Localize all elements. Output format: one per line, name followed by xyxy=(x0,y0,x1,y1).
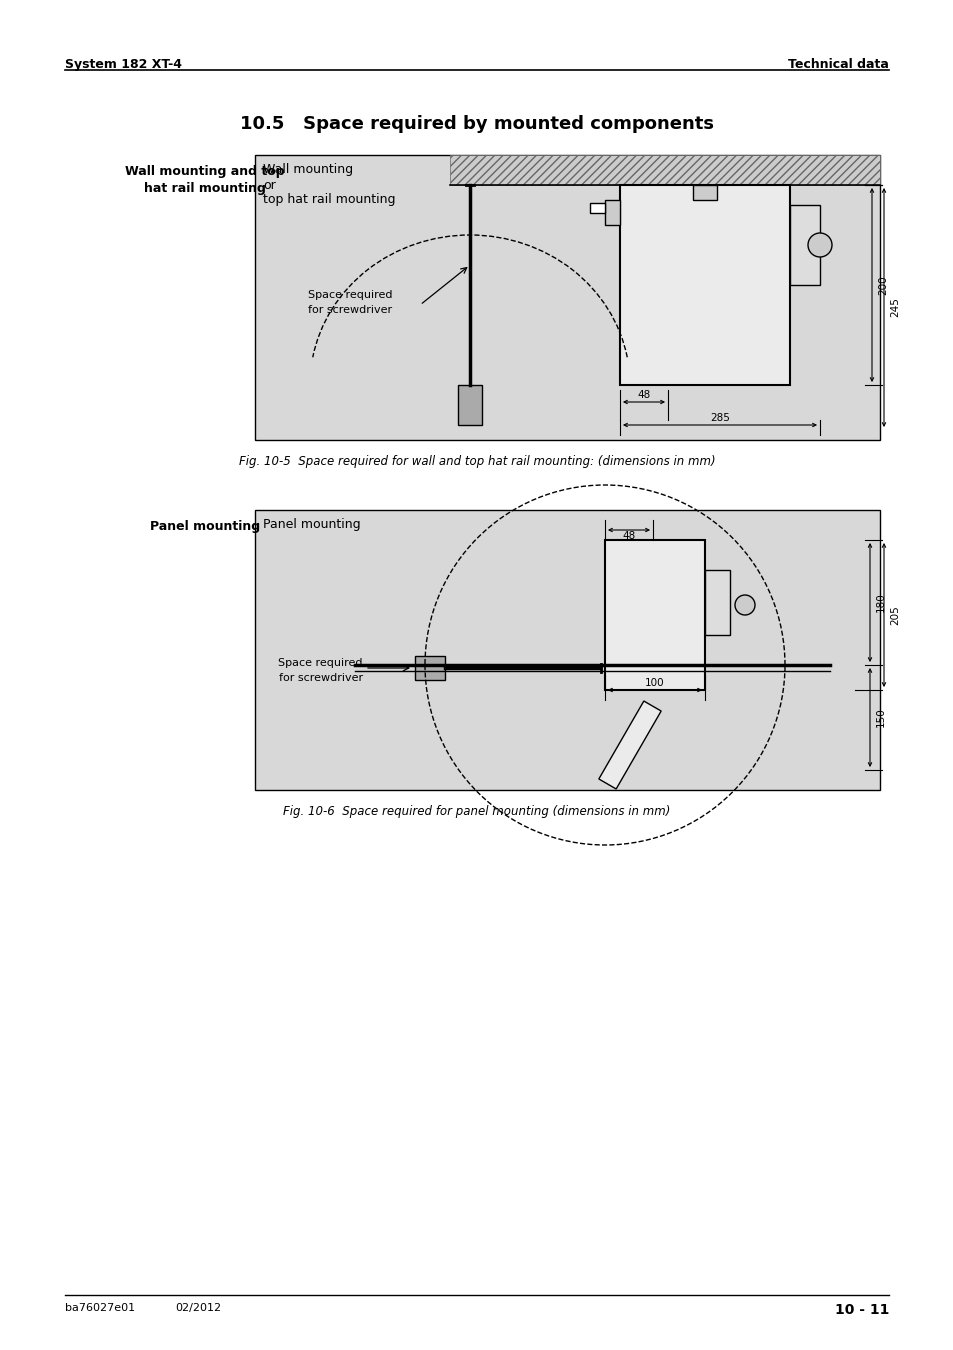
Bar xyxy=(450,155,879,185)
Bar xyxy=(589,202,604,213)
Text: top hat rail mounting: top hat rail mounting xyxy=(263,193,395,207)
Polygon shape xyxy=(598,701,660,788)
Text: Technical data: Technical data xyxy=(787,58,888,72)
Text: 48: 48 xyxy=(621,531,635,541)
Text: or: or xyxy=(263,180,275,192)
Bar xyxy=(254,510,879,790)
Text: Wall mounting and top: Wall mounting and top xyxy=(125,165,285,178)
Text: Wall mounting: Wall mounting xyxy=(263,163,353,176)
Text: for screwdriver: for screwdriver xyxy=(278,674,363,683)
Text: ba76027e01: ba76027e01 xyxy=(65,1303,135,1314)
Bar xyxy=(457,385,481,425)
Text: 10.5   Space required by mounted components: 10.5 Space required by mounted component… xyxy=(240,115,713,134)
Text: 02/2012: 02/2012 xyxy=(174,1303,221,1314)
Bar xyxy=(604,200,619,225)
Text: Fig. 10-6  Space required for panel mounting (dimensions in mm): Fig. 10-6 Space required for panel mount… xyxy=(283,805,670,818)
Text: 180: 180 xyxy=(875,593,885,613)
Text: hat rail mounting: hat rail mounting xyxy=(144,182,266,194)
Bar xyxy=(604,540,704,690)
Text: Panel mounting: Panel mounting xyxy=(263,518,360,531)
Text: 150: 150 xyxy=(875,707,885,728)
Text: System 182 XT-4: System 182 XT-4 xyxy=(65,58,182,72)
Text: Panel mounting: Panel mounting xyxy=(150,520,260,533)
Circle shape xyxy=(807,234,831,256)
Text: 200: 200 xyxy=(877,275,887,294)
Bar xyxy=(619,185,789,385)
Text: Space required: Space required xyxy=(278,657,363,668)
Bar xyxy=(704,570,729,634)
Text: 205: 205 xyxy=(889,605,899,625)
Bar xyxy=(415,656,444,680)
Text: for screwdriver: for screwdriver xyxy=(308,305,392,315)
Text: 48: 48 xyxy=(637,390,650,400)
Text: 245: 245 xyxy=(889,297,899,317)
Text: 100: 100 xyxy=(644,678,664,688)
Text: Space required: Space required xyxy=(308,290,392,300)
Text: 285: 285 xyxy=(709,413,729,423)
Bar xyxy=(789,205,820,285)
Bar xyxy=(692,185,717,200)
Circle shape xyxy=(734,595,754,616)
Text: Fig. 10-5  Space required for wall and top hat rail mounting: (dimensions in mm): Fig. 10-5 Space required for wall and to… xyxy=(238,455,715,468)
Bar xyxy=(254,155,879,440)
Text: 10 - 11: 10 - 11 xyxy=(834,1303,888,1318)
